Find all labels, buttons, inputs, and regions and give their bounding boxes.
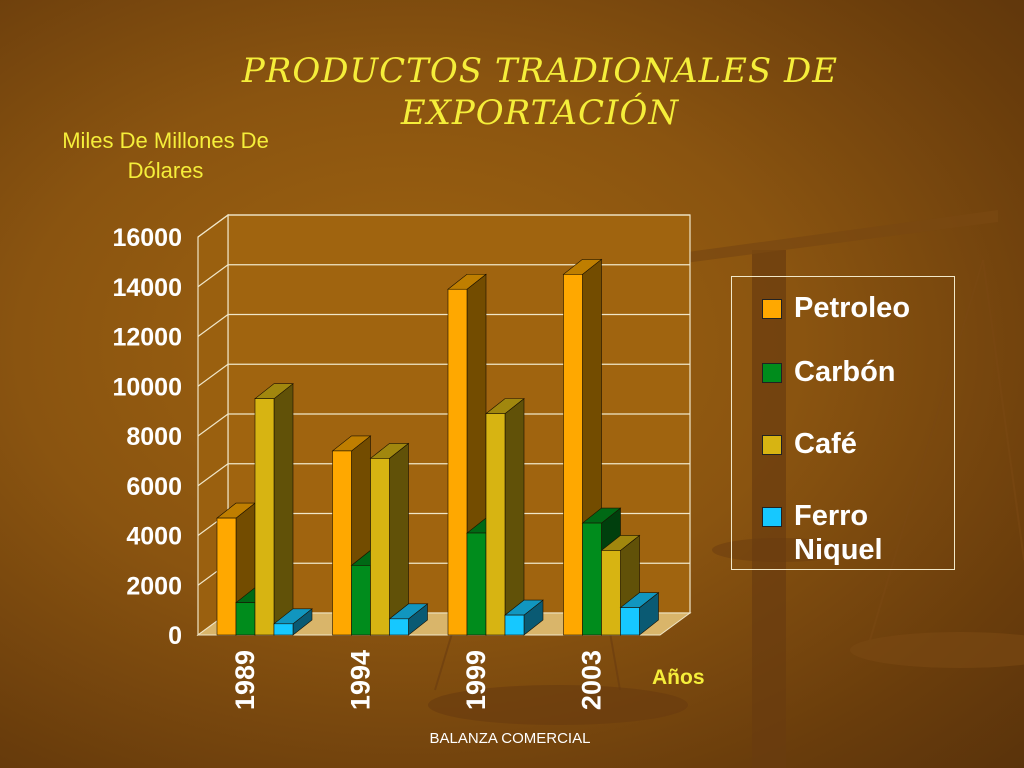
gridline <box>197 463 690 487</box>
unit-label: Miles De Millones De Dólares <box>62 128 269 183</box>
y-tick-label: 2000 <box>126 572 182 600</box>
bar-ferro-niquel-1999 <box>504 599 544 636</box>
gridline <box>197 413 690 437</box>
legend-swatch-cafe <box>762 435 782 455</box>
bar-ferro-niquel-2003 <box>619 592 660 636</box>
gridline <box>197 363 690 387</box>
gridline <box>197 313 690 337</box>
y-tick-label: 16000 <box>112 224 182 252</box>
bar-café-1989 <box>254 383 294 636</box>
gridline <box>197 214 690 238</box>
y-tick-label: 6000 <box>126 473 182 501</box>
bar-café-1999 <box>485 397 525 636</box>
y-tick-label: 12000 <box>112 324 182 352</box>
gridline <box>197 264 690 288</box>
y-tick-label: 14000 <box>112 274 182 302</box>
bar-ferro-niquel-1989 <box>273 608 313 636</box>
legend-swatch-carbon <box>762 363 782 383</box>
y-tick-label: 8000 <box>126 423 182 451</box>
legend-item-carbon: Carbón <box>762 355 934 389</box>
legend-swatch-ferro-niquel <box>762 507 782 527</box>
footer-label: BALANZA COMERCIAL <box>429 730 591 747</box>
legend-label-petroleo: Petroleo <box>794 292 911 324</box>
x-category-label: 1989 <box>230 650 260 710</box>
y-tick-label: 10000 <box>112 373 182 401</box>
x-category-label: 1994 <box>346 650 376 710</box>
bar-ferro-niquel-1994 <box>388 603 429 636</box>
bar-café-1994 <box>369 442 410 636</box>
legend-label-carbon: Carbón <box>794 356 896 388</box>
legend-item-cafe: Café <box>762 427 934 461</box>
legend-item-petroleo: Petroleo <box>762 291 934 325</box>
legend-item-ferro-niquel: Ferro Niquel <box>762 499 934 567</box>
legend-swatch-petroleo <box>762 299 782 319</box>
y-tick-label: 4000 <box>126 523 182 551</box>
x-category-label: 1999 <box>461 650 491 710</box>
slide-title: PRODUCTOS TRADIONALES DE EXPORTACIÓN <box>241 51 839 133</box>
legend-label-ferro-niquel: Ferro Niquel <box>794 500 883 566</box>
x-category-label: 2003 <box>577 650 607 710</box>
x-axis-title: Años <box>652 666 705 689</box>
legend-label-cafe: Café <box>794 428 857 460</box>
y-tick-label: 0 <box>168 622 182 650</box>
chart-legend: Petroleo Carbón Café Ferro Niquel <box>731 276 955 570</box>
